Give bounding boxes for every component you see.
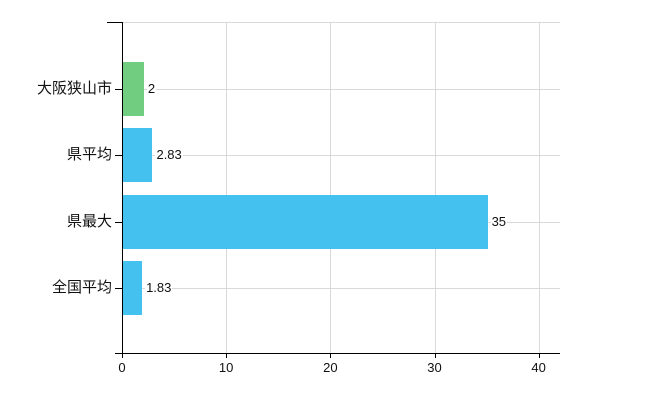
gridline-top [122,22,560,23]
bar-value-label: 1.83 [145,280,173,296]
x-tick-label: 30 [427,360,442,375]
x-axis-tick [226,353,228,358]
category-label: 県平均 [66,146,112,163]
y-axis-end-tick [107,22,122,23]
y-axis-tick [114,221,122,223]
x-tick-label: 40 [531,360,546,375]
x-axis-tick [122,353,123,358]
bar-value-label: 2 [146,80,157,97]
category-label: 県最大 [66,212,112,230]
gridline-horizontal [122,155,560,156]
gridline-vertical [330,22,332,353]
x-tick-label: 10 [218,360,234,375]
bar-value-label: 2.83 [155,147,183,163]
y-axis-tick [114,88,122,90]
y-axis-tick [114,155,122,156]
x-axis-tick [434,353,436,358]
gridline-vertical [538,22,540,353]
x-axis-line [115,353,560,354]
gridline-horizontal [122,88,560,90]
bar [123,61,144,116]
x-tick-label: 0 [118,360,126,375]
category-label: 大阪狭山市 [36,79,112,97]
bar [123,194,488,249]
bar [123,128,153,182]
gridline-vertical [226,22,228,353]
x-axis-tick [538,353,540,358]
x-axis-tick [330,353,332,358]
gridline-vertical [434,22,436,353]
y-axis-tick [114,288,122,289]
bar-value-label: 35 [490,213,508,230]
x-tick-label: 20 [323,360,338,375]
gridline-horizontal [122,288,560,289]
category-label: 全国平均 [51,279,112,296]
y-axis-line [122,22,123,353]
bar [123,261,143,315]
